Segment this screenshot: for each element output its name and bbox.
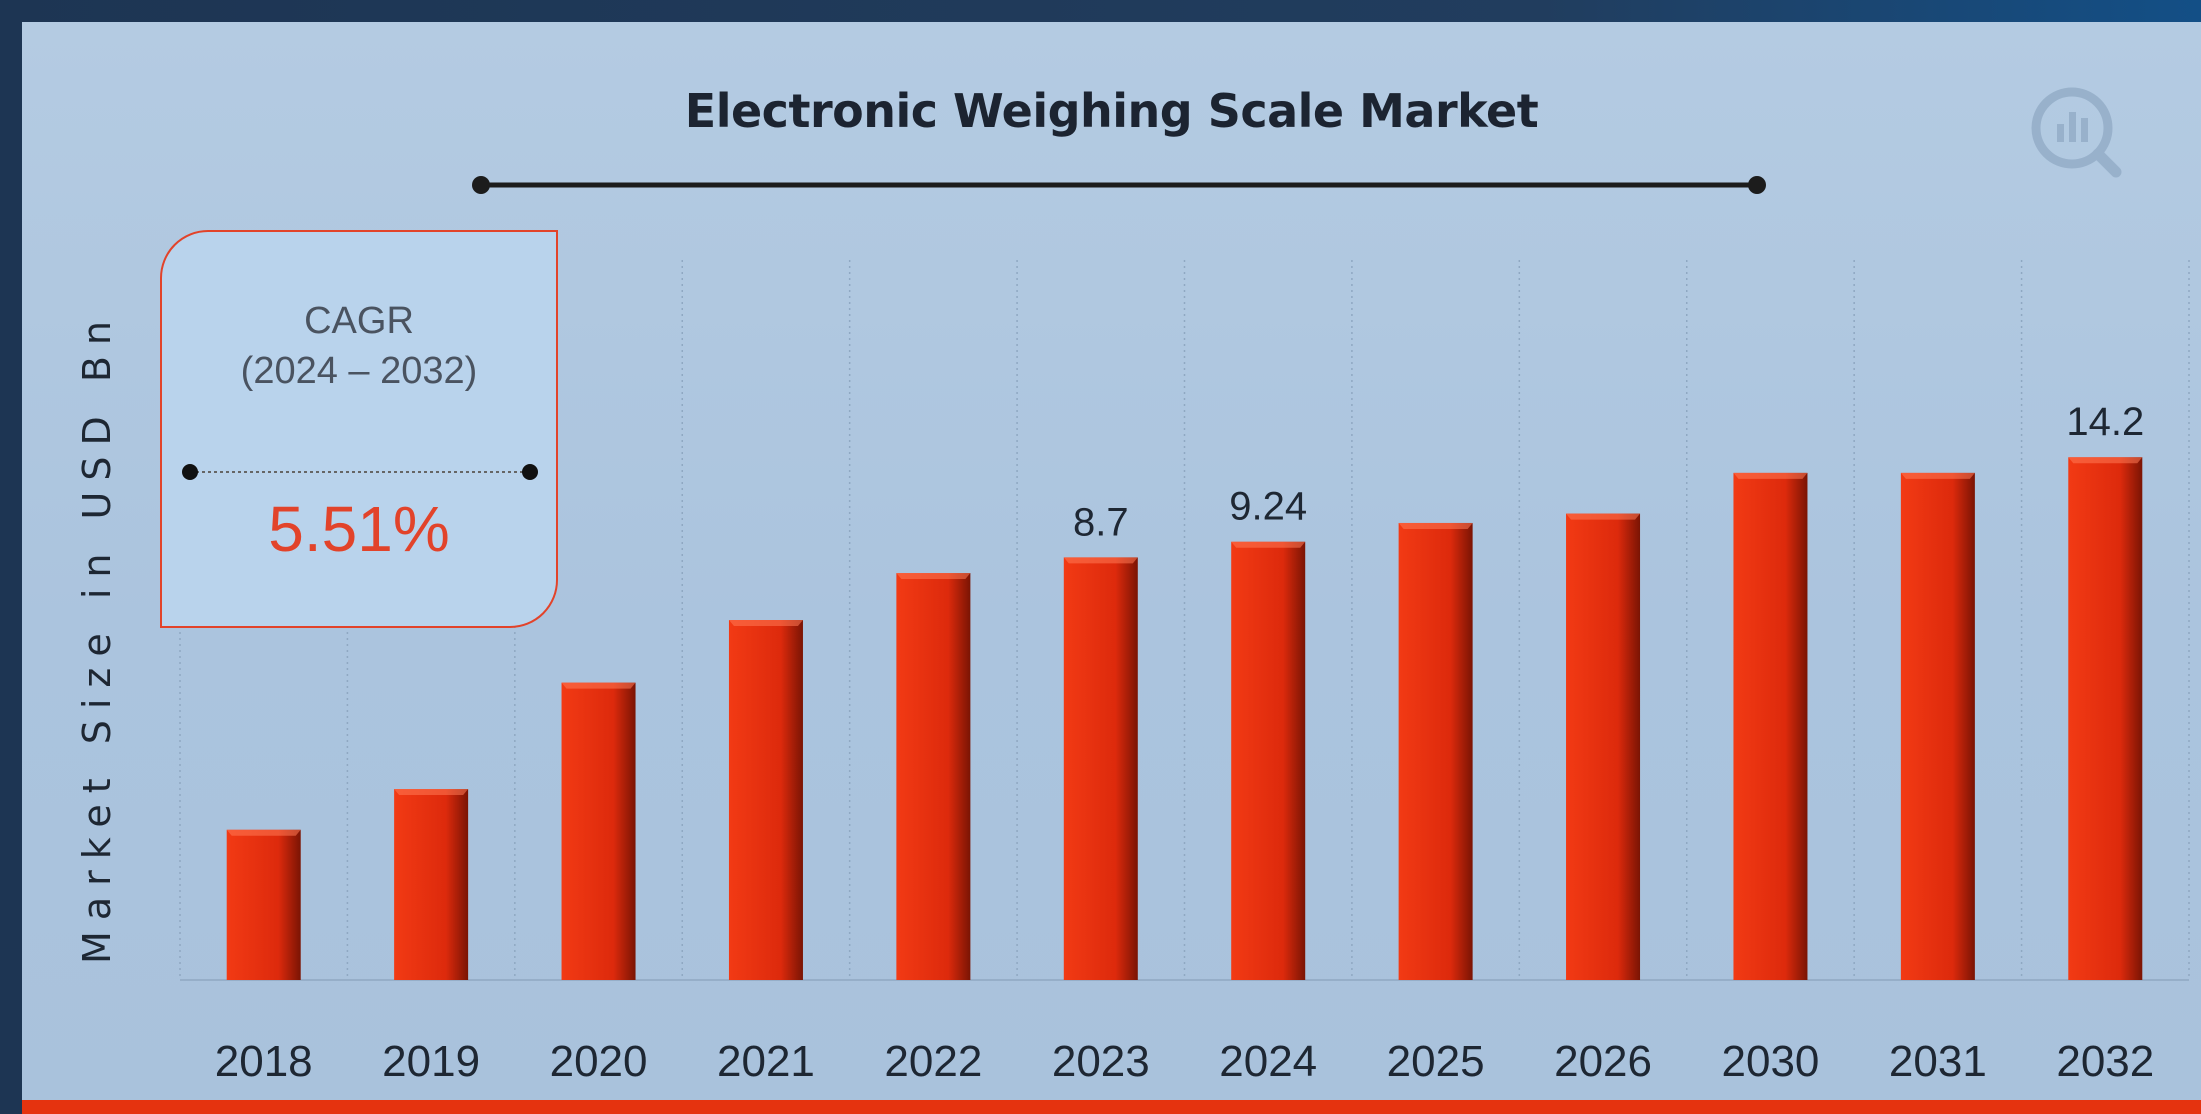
bar bbox=[896, 573, 971, 980]
bar-2021 bbox=[728, 620, 803, 980]
bar-2018 bbox=[226, 829, 301, 980]
bar bbox=[226, 829, 301, 980]
bar-2032 bbox=[2068, 457, 2143, 980]
bar-2023 bbox=[1063, 557, 1138, 980]
bar bbox=[394, 789, 469, 980]
data-label: 8.7 bbox=[1073, 500, 1129, 544]
bars bbox=[226, 457, 2143, 980]
x-tick-label: 2022 bbox=[884, 1037, 982, 1086]
bar-2031 bbox=[1900, 472, 1975, 980]
cagr-label: CAGR bbox=[304, 300, 414, 342]
bar-highlight bbox=[1733, 472, 1808, 479]
bar-highlight bbox=[728, 620, 803, 626]
cagr-callout: CAGR (2024 – 2032) 5.51% bbox=[160, 230, 558, 628]
title-underline bbox=[472, 176, 1766, 194]
bar-2024 bbox=[1231, 541, 1306, 980]
bar bbox=[728, 620, 803, 980]
bar-2025 bbox=[1398, 522, 1473, 980]
bar-2030 bbox=[1733, 472, 1808, 980]
bar-2020 bbox=[561, 682, 636, 980]
x-tick-label: 2024 bbox=[1219, 1037, 1317, 1086]
bar bbox=[1063, 557, 1138, 980]
x-tick-label: 2030 bbox=[1722, 1037, 1820, 1086]
x-tick-label: 2032 bbox=[2056, 1037, 2154, 1086]
bar-highlight bbox=[1900, 472, 1975, 479]
data-label: 9.24 bbox=[1229, 485, 1307, 529]
cagr-value: 5.51% bbox=[268, 493, 450, 565]
bar bbox=[1398, 522, 1473, 980]
bar-highlight bbox=[1231, 541, 1306, 548]
x-tick-label: 2021 bbox=[717, 1037, 815, 1086]
x-tick-label: 2031 bbox=[1889, 1037, 1987, 1086]
data-label: 14.2 bbox=[2066, 400, 2144, 444]
bar-plot: 2018 2019 2020 2021 2022 2023 8.7 2024 9.24 2025 2… bbox=[179, 260, 2190, 1086]
bar-highlight bbox=[1398, 522, 1473, 529]
bar-2019 bbox=[394, 789, 469, 980]
bar-highlight bbox=[1063, 557, 1138, 564]
bar bbox=[1231, 541, 1306, 980]
bar bbox=[561, 682, 636, 980]
bar bbox=[2068, 457, 2143, 980]
x-tick-label: 2020 bbox=[550, 1037, 648, 1086]
bar-highlight bbox=[896, 573, 971, 580]
bar-highlight bbox=[394, 789, 469, 796]
bar-highlight bbox=[2068, 457, 2143, 464]
brand-chart-icon bbox=[2031, 87, 2122, 178]
bar-2026 bbox=[1566, 513, 1641, 980]
bar bbox=[1566, 513, 1641, 980]
bar-highlight bbox=[561, 682, 636, 689]
x-tick-label: 2019 bbox=[382, 1037, 480, 1086]
cagr-period: (2024 – 2032) bbox=[240, 350, 478, 392]
x-tick-label: 2026 bbox=[1554, 1037, 1652, 1086]
bar-highlight bbox=[1566, 513, 1641, 520]
labels: 2018 2019 2020 2021 2022 2023 8.7 2024 9.24 2025 2… bbox=[215, 400, 2154, 1086]
bar bbox=[1900, 472, 1975, 980]
chart-panel: Electronic Weighing Scale Market Market … bbox=[22, 22, 2201, 1114]
bar bbox=[1733, 472, 1808, 980]
bar-2022 bbox=[896, 573, 971, 980]
x-tick-label: 2018 bbox=[215, 1037, 313, 1086]
grid-lines bbox=[179, 260, 2190, 981]
x-tick-label: 2025 bbox=[1387, 1037, 1485, 1086]
bar-highlight bbox=[226, 829, 301, 836]
bottom-accent-strip bbox=[22, 1100, 2201, 1114]
chart-title: Electronic Weighing Scale Market bbox=[684, 84, 1539, 138]
cagr-divider bbox=[182, 464, 538, 480]
x-tick-label: 2023 bbox=[1052, 1037, 1150, 1086]
